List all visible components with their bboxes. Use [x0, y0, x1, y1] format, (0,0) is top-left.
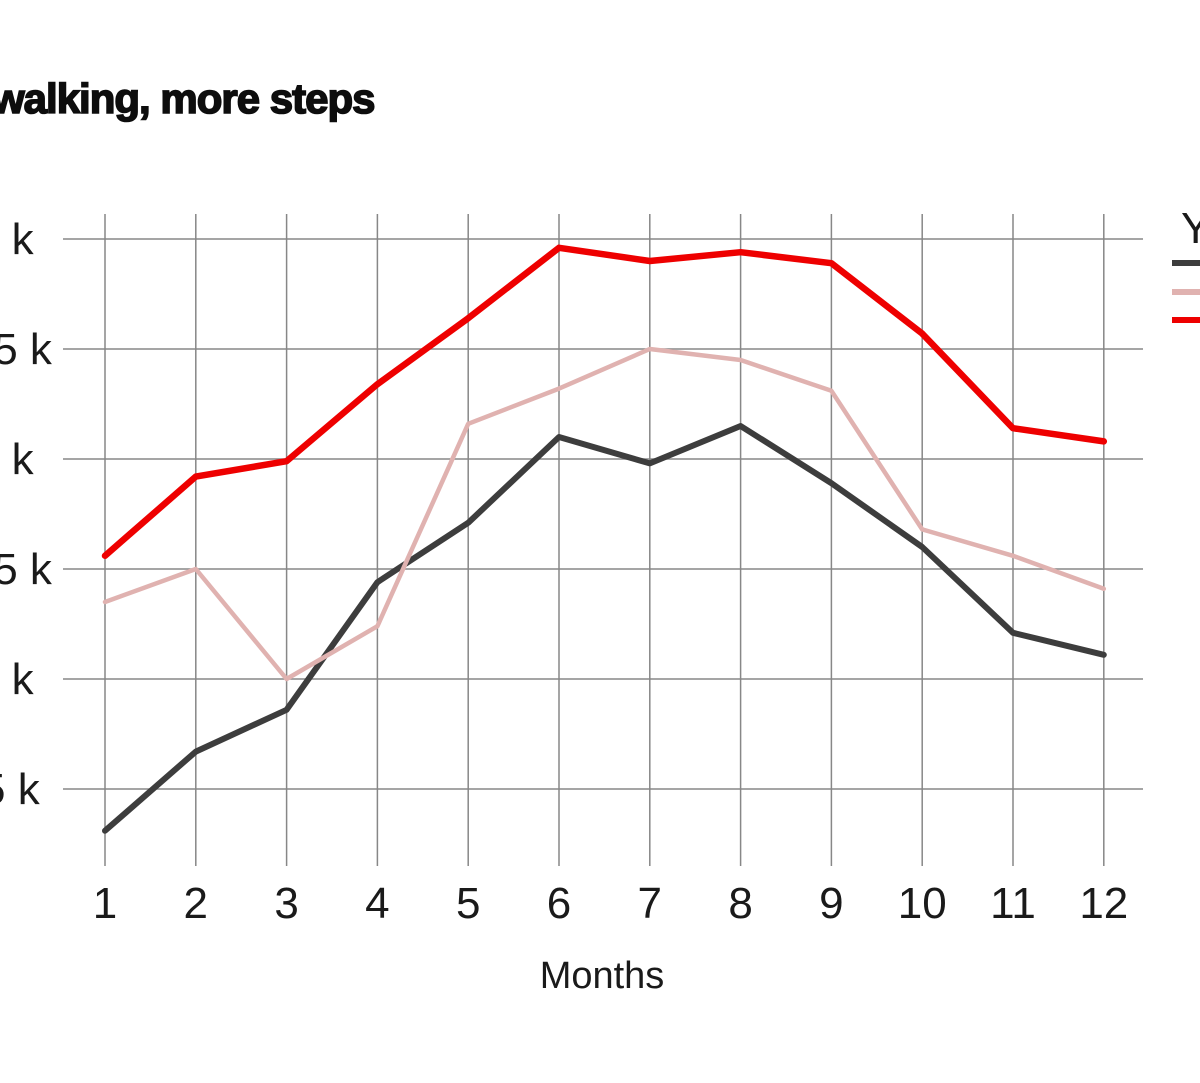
x-tick-label-12: 12: [1079, 879, 1128, 928]
series-layer: [101, 244, 1108, 834]
x-tick-label-6: 6: [547, 879, 571, 928]
y-tick-label-15k: 15 k: [0, 435, 35, 484]
grid-layer: [63, 214, 1143, 866]
chart-title: walking, more steps: [0, 75, 374, 122]
y-tick-label-20k: 20 k: [0, 215, 35, 264]
x-axis-title: Months: [540, 955, 665, 997]
x-tick-label-3: 3: [274, 879, 298, 928]
legend-layer: [1172, 260, 1200, 323]
x-tick-label-5: 5: [456, 879, 480, 928]
x-tick-label-8: 8: [728, 879, 752, 928]
x-tick-label-4: 4: [365, 879, 389, 928]
y-tick-label-7.5k: 7.5 k: [0, 765, 41, 814]
x-tick-label-11: 11: [990, 879, 1036, 928]
series-line-pink: [102, 346, 1107, 682]
labels-layer: 12345678910111220 k17.5 k15 k12.5 k10 k7…: [0, 215, 1128, 928]
y-tick-label-17.5k: 17.5 k: [0, 325, 53, 374]
series-line-dark-gray: [102, 423, 1107, 834]
series-line-red: [101, 244, 1108, 560]
y-tick-label-12.5k: 12.5 k: [0, 545, 53, 594]
x-tick-label-7: 7: [638, 879, 662, 928]
legend-title: Year: [1181, 204, 1200, 253]
x-tick-label-10: 10: [898, 879, 947, 928]
x-tick-label-1: 1: [93, 879, 117, 928]
x-tick-label-9: 9: [819, 879, 843, 928]
x-tick-label-2: 2: [184, 879, 208, 928]
y-tick-label-10k: 10 k: [0, 655, 35, 704]
